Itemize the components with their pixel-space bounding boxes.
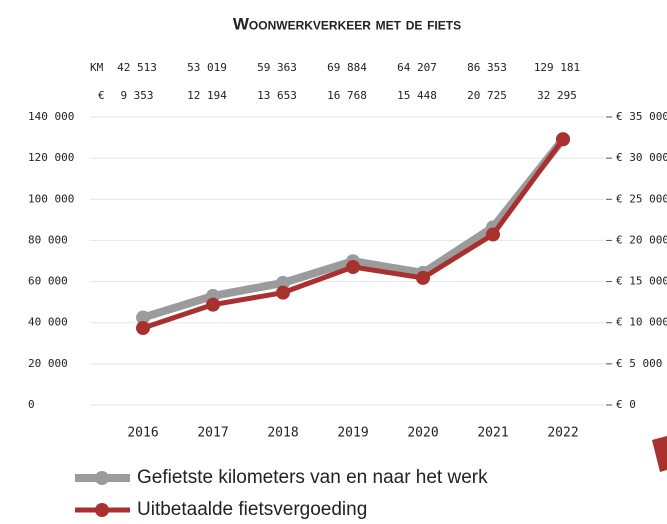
value-label: 9 353 bbox=[120, 89, 153, 102]
chart-title: Woonwerkverkeer met de fiets bbox=[233, 14, 461, 33]
y2-tick-label: € 25 000 bbox=[616, 192, 667, 205]
decoration bbox=[652, 436, 667, 472]
point bbox=[416, 270, 430, 285]
value-label: 69 884 bbox=[327, 61, 367, 74]
y2-tick-label: € 10 000 bbox=[616, 316, 667, 329]
y2-tick-label: € 20 000 bbox=[616, 233, 667, 246]
x-tick-label: 2019 bbox=[337, 426, 368, 441]
value-label: 129 181 bbox=[534, 61, 580, 74]
value-label: 13 653 bbox=[257, 89, 297, 102]
y2-tick-label: € 15 000 bbox=[616, 275, 667, 288]
y-tick-label: 60 000 bbox=[28, 275, 68, 288]
legend-marker bbox=[95, 471, 109, 485]
point bbox=[556, 132, 570, 147]
value-label: 42 513 bbox=[117, 61, 157, 74]
value-label: 64 207 bbox=[397, 61, 437, 74]
x-tick-label: 2021 bbox=[477, 426, 508, 441]
x-tick-label: 2018 bbox=[267, 426, 298, 441]
legend-label: Gefietste kilometers van en naar het wer… bbox=[137, 467, 488, 488]
legend-label: Uitbetaalde fietsvergoeding bbox=[137, 499, 367, 520]
y2-tick-label: € 30 000 bbox=[616, 151, 667, 164]
point bbox=[276, 285, 290, 300]
y-tick-label: 100 000 bbox=[28, 192, 74, 205]
y-tick-label: 40 000 bbox=[28, 316, 68, 329]
point bbox=[486, 227, 500, 242]
point bbox=[276, 275, 290, 290]
row-prefix: € bbox=[98, 89, 105, 102]
value-label: 16 768 bbox=[327, 89, 367, 102]
y-tick-label: 20 000 bbox=[28, 357, 68, 370]
legend-marker bbox=[95, 503, 109, 517]
value-label: 15 448 bbox=[397, 89, 437, 102]
y2-tick-label: € 5 000 bbox=[616, 357, 662, 370]
y-tick-label: 0 bbox=[28, 398, 35, 411]
y-tick-label: 140 000 bbox=[28, 110, 74, 123]
point bbox=[136, 310, 150, 325]
value-label: 53 019 bbox=[187, 61, 227, 74]
y-tick-label: 120 000 bbox=[28, 151, 74, 164]
point bbox=[136, 321, 150, 336]
value-label: 20 725 bbox=[467, 89, 507, 102]
x-tick-label: 2017 bbox=[197, 426, 228, 441]
y2-tick-label: € 0 bbox=[616, 398, 636, 411]
value-label: 12 194 bbox=[187, 89, 227, 102]
value-label: 86 353 bbox=[467, 61, 507, 74]
row-prefix: KM bbox=[90, 61, 104, 74]
point bbox=[206, 297, 220, 312]
x-tick-label: 2020 bbox=[407, 426, 438, 441]
x-tick-label: 2016 bbox=[127, 426, 158, 441]
y-tick-label: 80 000 bbox=[28, 233, 68, 246]
value-label: 32 295 bbox=[537, 89, 577, 102]
point bbox=[346, 260, 360, 275]
y2-tick-label: € 35 000 bbox=[616, 110, 667, 123]
x-tick-label: 2022 bbox=[547, 426, 578, 441]
value-label: 59 363 bbox=[257, 61, 297, 74]
